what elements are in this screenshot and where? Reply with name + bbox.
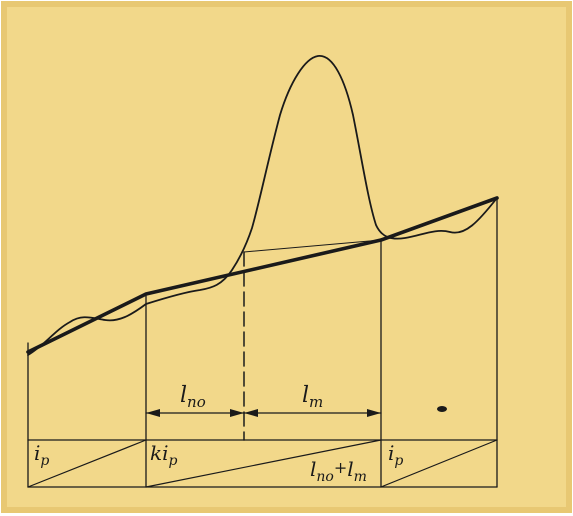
design-grade-line: [26, 196, 499, 354]
label-lm: lm: [302, 383, 323, 411]
terrain-profile: [27, 55, 498, 356]
label-ip-right: ip: [388, 441, 403, 469]
paper-background: [4, 4, 569, 510]
label-kip: kip: [150, 441, 178, 469]
label-lpo: lпо: [180, 383, 206, 411]
arrowhead-lm-right: [367, 409, 381, 417]
mound-chord: [243, 239, 382, 253]
grade-diagonal-kip: [145, 439, 382, 488]
arrowhead-lm-left: [244, 409, 258, 417]
arrowhead-lpo-left: [146, 409, 160, 417]
grade-diagonal-ip-right: [380, 439, 498, 488]
ink-blot: [437, 406, 447, 412]
label-ip-left: ip: [34, 441, 49, 469]
label-lpo-plus-lm: lпо+lm: [310, 457, 367, 485]
grade-diagonal-ip-left: [27, 439, 147, 488]
arrowhead-lpo-right: [230, 409, 244, 417]
